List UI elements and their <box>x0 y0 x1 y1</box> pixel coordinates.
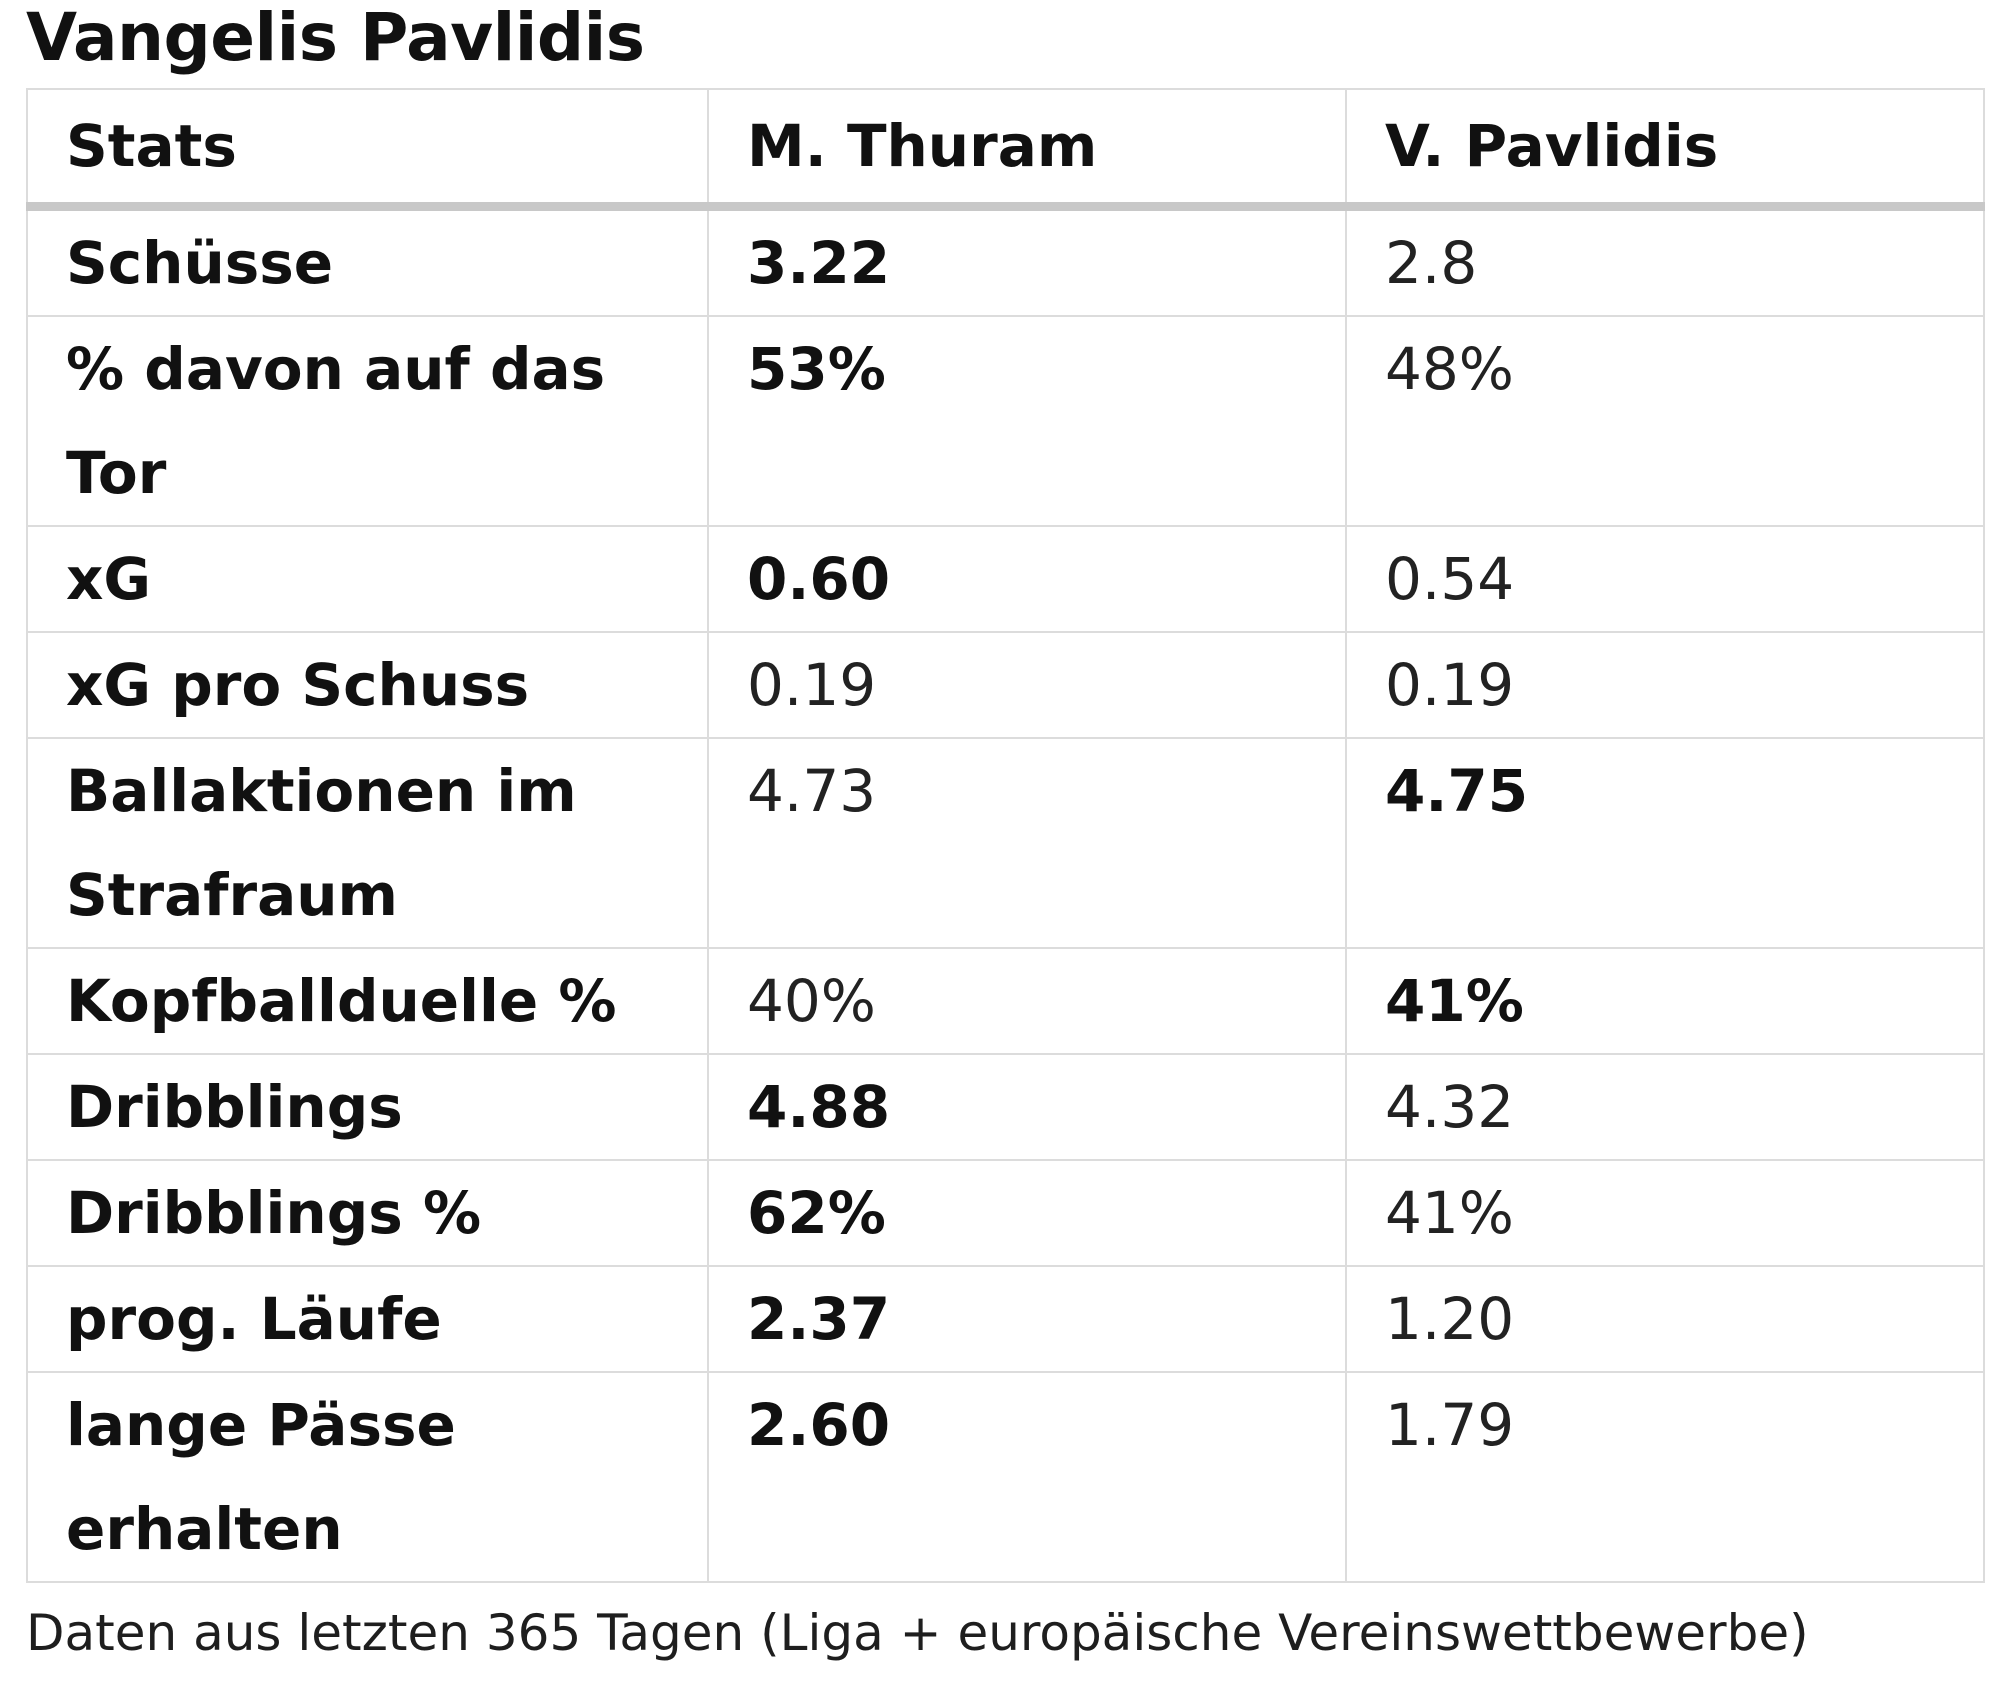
stat-label: % davon auf das Tor <box>26 315 709 527</box>
table-row: prog. Läufe 2.37 1.20 <box>26 1265 1985 1373</box>
thuram-value: 3.22 <box>707 205 1347 317</box>
stat-label: lange Pässe erhalten <box>26 1371 709 1583</box>
thuram-value: 2.37 <box>707 1265 1347 1373</box>
thuram-value: 4.88 <box>707 1053 1347 1161</box>
table-row: Schüsse 3.22 2.8 <box>26 205 1985 317</box>
thuram-value: 62% <box>707 1159 1347 1267</box>
thuram-value: 0.19 <box>707 631 1347 739</box>
table-row: Dribblings 4.88 4.32 <box>26 1053 1985 1161</box>
stat-label: Kopfballduelle % <box>26 947 709 1055</box>
column-header-thuram: M. Thuram <box>707 88 1347 211</box>
column-header-pavlidis: V. Pavlidis <box>1345 88 1985 211</box>
pavlidis-value: 1.79 <box>1345 1371 1985 1583</box>
column-header-stats: Stats <box>26 88 709 211</box>
table-row: xG 0.60 0.54 <box>26 525 1985 633</box>
pavlidis-value: 0.54 <box>1345 525 1985 633</box>
stat-label: xG pro Schuss <box>26 631 709 739</box>
stat-label: Ballaktionen im Strafraum <box>26 737 709 949</box>
thuram-value: 40% <box>707 947 1347 1055</box>
thuram-value: 2.60 <box>707 1371 1347 1583</box>
pavlidis-value: 2.8 <box>1345 205 1985 317</box>
stats-comparison-table: Stats M. Thuram V. Pavlidis Schüsse 3.22 2… <box>26 88 1985 1583</box>
pavlidis-value: 1.20 <box>1345 1265 1985 1373</box>
table-row: lange Pässe erhalten 2.60 1.79 <box>26 1371 1985 1583</box>
thuram-value: 4.73 <box>707 737 1347 949</box>
thuram-value: 0.60 <box>707 525 1347 633</box>
table-row: Ballaktionen im Strafraum 4.73 4.75 <box>26 737 1985 949</box>
pavlidis-value: 0.19 <box>1345 631 1985 739</box>
table-body: Schüsse 3.22 2.8% davon auf das Tor 53% 48% x… <box>26 205 1985 1583</box>
page-title: Vangelis Pavlidis <box>26 0 645 76</box>
stat-label: prog. Läufe <box>26 1265 709 1373</box>
thuram-value: 53% <box>707 315 1347 527</box>
stat-label: Dribblings <box>26 1053 709 1161</box>
stat-label: xG <box>26 525 709 633</box>
pavlidis-value: 48% <box>1345 315 1985 527</box>
table-row: xG pro Schuss 0.19 0.19 <box>26 631 1985 739</box>
table-row: Dribblings % 62% 41% <box>26 1159 1985 1267</box>
pavlidis-value: 4.75 <box>1345 737 1985 949</box>
stat-label: Dribblings % <box>26 1159 709 1267</box>
table-row: Kopfballduelle % 40% 41% <box>26 947 1985 1055</box>
stat-label: Schüsse <box>26 205 709 317</box>
data-source-note: Daten aus letzten 365 Tagen (Liga + euro… <box>26 1604 1809 1662</box>
pavlidis-value: 41% <box>1345 1159 1985 1267</box>
table-row: % davon auf das Tor 53% 48% <box>26 315 1985 527</box>
pavlidis-value: 41% <box>1345 947 1985 1055</box>
pavlidis-value: 4.32 <box>1345 1053 1985 1161</box>
table-header-row: Stats M. Thuram V. Pavlidis <box>26 88 1985 211</box>
